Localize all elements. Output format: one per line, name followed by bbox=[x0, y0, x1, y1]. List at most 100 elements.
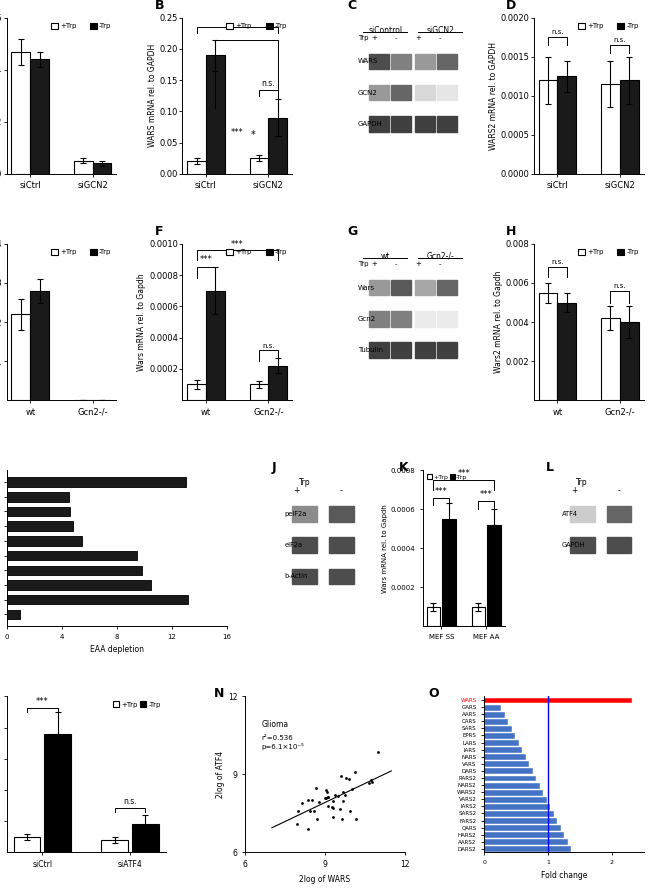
Bar bbox=[250, 385, 268, 400]
Point bbox=[323, 799, 333, 813]
Text: Gcn2-/-: Gcn2-/- bbox=[426, 252, 454, 261]
Bar bbox=[484, 825, 560, 830]
Point bbox=[349, 765, 359, 779]
Bar bbox=[30, 59, 49, 174]
Bar bbox=[14, 836, 40, 852]
Bar bbox=[329, 568, 354, 584]
Bar bbox=[484, 789, 542, 795]
Text: n.s.: n.s. bbox=[262, 343, 275, 348]
Text: ***: *** bbox=[480, 490, 493, 499]
Text: ***: *** bbox=[458, 469, 470, 478]
Text: GAPDH: GAPDH bbox=[358, 121, 383, 127]
Text: D: D bbox=[506, 0, 517, 12]
Bar bbox=[484, 754, 525, 759]
Text: -: - bbox=[439, 35, 441, 41]
Bar bbox=[369, 280, 389, 296]
X-axis label: 2log of WARS: 2log of WARS bbox=[300, 875, 350, 884]
Bar bbox=[484, 832, 564, 837]
Point bbox=[365, 773, 376, 788]
Bar bbox=[437, 116, 457, 131]
Bar bbox=[391, 342, 411, 358]
Bar bbox=[415, 311, 435, 327]
Bar bbox=[606, 537, 631, 553]
Point bbox=[367, 774, 377, 789]
Bar bbox=[415, 342, 435, 358]
Bar bbox=[369, 311, 389, 327]
Text: Trp: Trp bbox=[577, 478, 588, 487]
Bar bbox=[6, 566, 142, 575]
Bar bbox=[484, 711, 504, 717]
Bar bbox=[443, 519, 456, 626]
Bar bbox=[484, 740, 517, 745]
Text: ***: *** bbox=[231, 240, 244, 249]
Bar bbox=[6, 609, 20, 619]
Bar bbox=[484, 768, 532, 773]
Bar bbox=[369, 342, 389, 358]
Text: n.s.: n.s. bbox=[261, 79, 275, 88]
Text: K: K bbox=[398, 461, 408, 474]
Point bbox=[350, 812, 361, 826]
Y-axis label: Wars2 mRNA rel. to Gapdh: Wars2 mRNA rel. to Gapdh bbox=[494, 271, 503, 373]
Bar bbox=[369, 85, 389, 100]
Point bbox=[323, 789, 333, 804]
Legend: +Trp, -Trp: +Trp, -Trp bbox=[49, 21, 113, 30]
Text: r²=0.536
p=6.1×10⁻⁵: r²=0.536 p=6.1×10⁻⁵ bbox=[261, 735, 304, 749]
Point bbox=[341, 771, 352, 785]
Bar bbox=[484, 839, 567, 844]
Text: b-Actin: b-Actin bbox=[284, 574, 307, 579]
Bar bbox=[484, 846, 570, 852]
Legend: +Trp, -Trp: +Trp, -Trp bbox=[49, 248, 113, 257]
Bar bbox=[484, 761, 528, 766]
Bar bbox=[484, 811, 552, 816]
Text: Trp: Trp bbox=[299, 478, 311, 487]
Bar bbox=[187, 385, 206, 400]
Legend: +Trp, -Trp: +Trp, -Trp bbox=[577, 21, 640, 30]
Text: Trp: Trp bbox=[358, 261, 369, 267]
Point bbox=[372, 745, 383, 759]
Bar bbox=[484, 733, 514, 738]
Bar bbox=[437, 85, 457, 100]
Bar bbox=[12, 314, 30, 400]
Text: *: * bbox=[250, 130, 255, 140]
Bar bbox=[570, 506, 595, 522]
Text: n.s.: n.s. bbox=[124, 797, 136, 806]
Point bbox=[328, 800, 339, 814]
Text: G: G bbox=[347, 226, 358, 238]
Bar bbox=[539, 293, 558, 400]
Bar bbox=[206, 55, 225, 174]
Text: ***: *** bbox=[231, 128, 244, 137]
Point bbox=[333, 789, 343, 803]
Bar bbox=[6, 521, 73, 531]
Bar bbox=[415, 85, 435, 100]
Point bbox=[321, 783, 332, 797]
Point bbox=[337, 784, 348, 798]
Bar bbox=[415, 53, 435, 69]
Bar bbox=[620, 80, 638, 174]
Bar bbox=[12, 52, 30, 174]
Bar bbox=[391, 85, 411, 100]
Y-axis label: 2log of ATF4: 2log of ATF4 bbox=[216, 751, 226, 798]
Bar bbox=[391, 280, 411, 296]
Text: ***: *** bbox=[36, 697, 49, 707]
Text: -: - bbox=[340, 486, 343, 495]
Bar bbox=[6, 492, 68, 502]
Text: +: + bbox=[415, 261, 421, 267]
Bar bbox=[6, 536, 83, 545]
Bar bbox=[206, 290, 225, 400]
Point bbox=[323, 789, 333, 804]
Point bbox=[307, 793, 318, 807]
Point bbox=[340, 789, 350, 803]
Text: C: C bbox=[347, 0, 356, 12]
Bar bbox=[437, 342, 457, 358]
Text: peIF2a: peIF2a bbox=[284, 511, 307, 517]
Bar bbox=[369, 53, 389, 69]
Bar bbox=[391, 116, 411, 131]
Text: F: F bbox=[155, 226, 163, 238]
Bar bbox=[415, 116, 435, 131]
Bar bbox=[484, 818, 556, 823]
Bar bbox=[484, 797, 546, 802]
Text: +: + bbox=[571, 486, 577, 495]
Bar bbox=[6, 595, 188, 605]
Bar bbox=[329, 537, 354, 553]
Text: ***: *** bbox=[200, 255, 213, 265]
